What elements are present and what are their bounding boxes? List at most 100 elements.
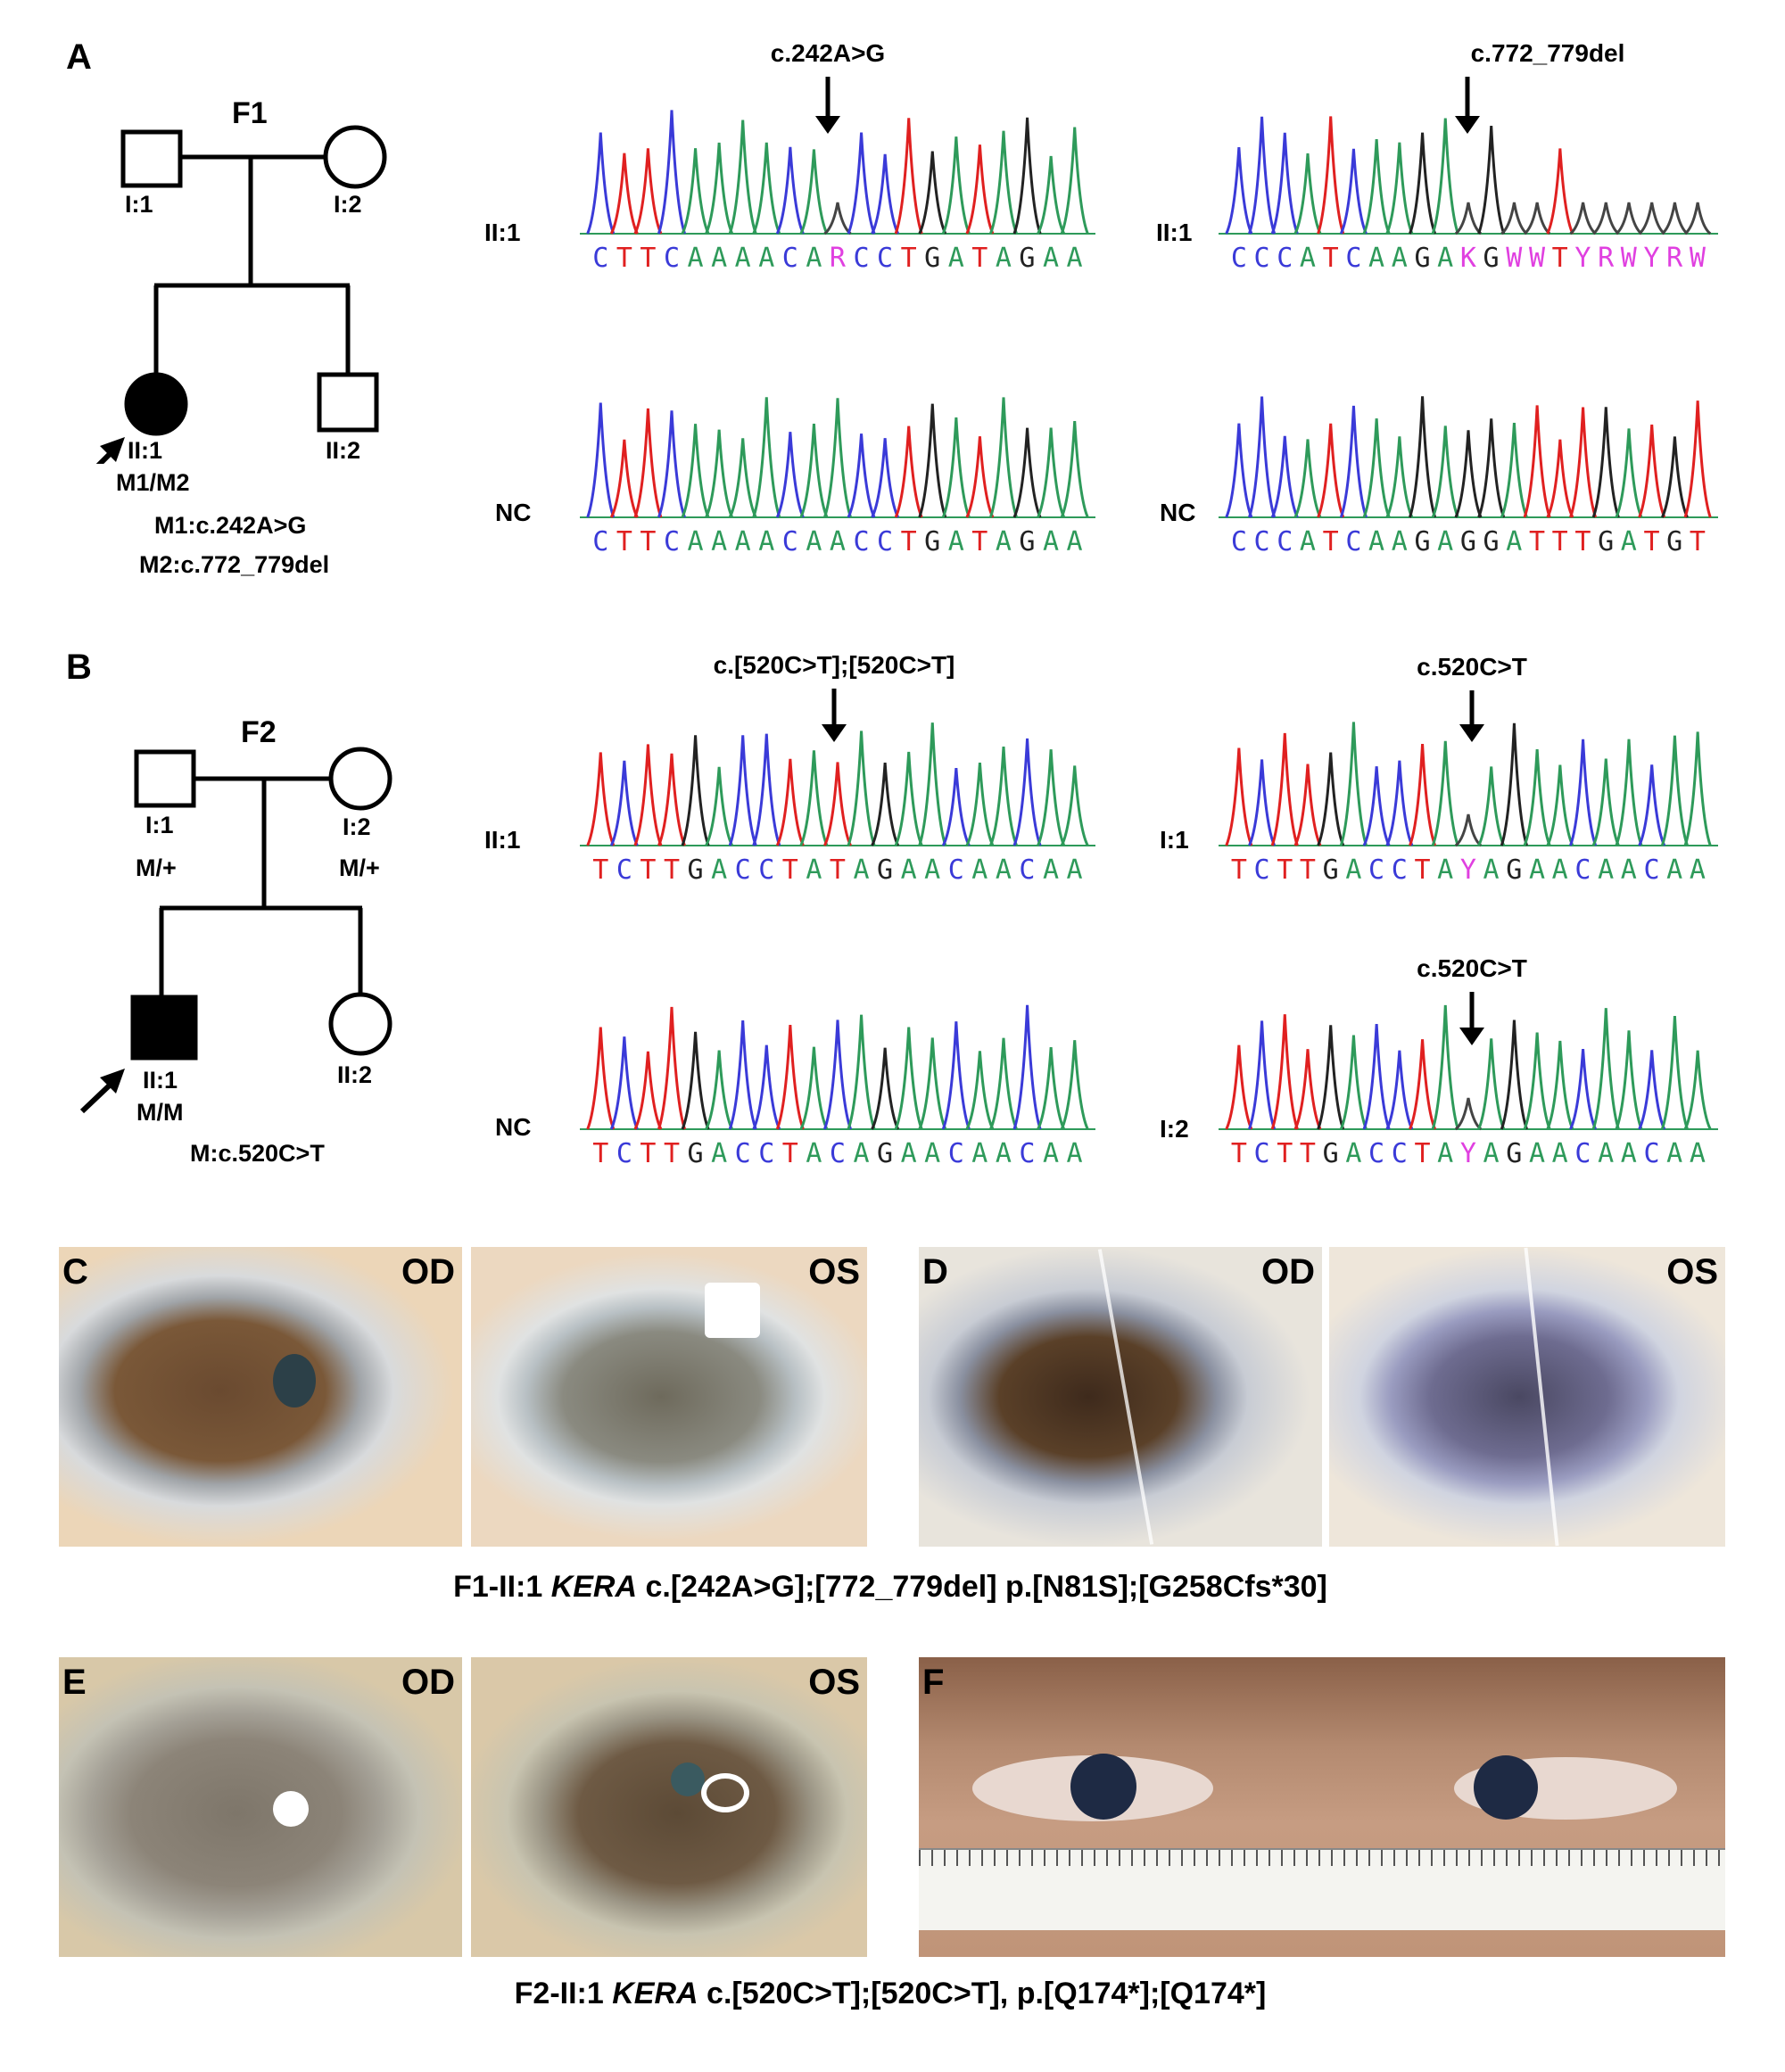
base-letter: A — [806, 854, 822, 886]
chromatogram-peak — [1454, 202, 1483, 235]
base-letter: A — [1391, 526, 1408, 557]
chromatogram-peak — [989, 746, 1018, 846]
base-letter: G — [687, 1138, 704, 1169]
member-label: II:1 — [128, 437, 163, 464]
base-letter: A — [1437, 243, 1454, 274]
base-letter: R — [829, 243, 846, 274]
chromatogram-peak — [894, 118, 923, 235]
chromatogram-peak — [941, 136, 971, 235]
base-letter: T — [781, 1138, 798, 1169]
base-letter: A — [734, 243, 751, 274]
base-letter: A — [806, 526, 822, 557]
base-letter: R — [1598, 243, 1615, 274]
chromatogram-peak — [1362, 138, 1391, 235]
chromatogram-peak — [799, 1046, 829, 1130]
eye-label-od: OD — [401, 1252, 455, 1292]
pedigree-f1 — [95, 125, 387, 464]
chromatogram-peak — [1431, 425, 1459, 518]
base-letter: A — [1345, 854, 1362, 886]
row-label: NC — [495, 499, 532, 526]
chromatogram-peak — [965, 763, 995, 846]
base-letter: A — [924, 1138, 941, 1169]
base-letter: T — [616, 526, 632, 557]
chromatogram-peak — [1500, 422, 1528, 518]
chromatogram-peak — [1569, 407, 1598, 518]
chromatogram-peak — [1225, 423, 1253, 518]
base-letter: A — [900, 854, 917, 886]
base-letter: T — [640, 1138, 657, 1169]
base-letter: T — [971, 526, 988, 557]
chromatogram-peak — [1569, 739, 1598, 846]
base-letter: T — [616, 243, 632, 274]
chromatogram-peak — [586, 1027, 616, 1130]
base-letter: T — [1528, 526, 1546, 557]
base-letter: G — [924, 526, 941, 557]
base-letter: A — [995, 1138, 1012, 1169]
chromatogram-peak — [609, 760, 639, 846]
chromatogram-peak — [681, 1031, 710, 1130]
chromatogram-peak — [1409, 1039, 1437, 1130]
base-letter: A — [1598, 854, 1615, 886]
base-letter: T — [971, 243, 988, 274]
chromatogram-peak — [1683, 202, 1712, 235]
base-letter: C — [592, 526, 609, 557]
base-letter: C — [663, 526, 680, 557]
chromatogram-peak — [1477, 126, 1506, 235]
base-letter: A — [1042, 1138, 1059, 1169]
base-letter: A — [806, 1138, 822, 1169]
chromatogram-peak — [1591, 407, 1620, 518]
mutation-label: c.242A>G — [770, 39, 886, 67]
chromatogram-peak — [1037, 155, 1066, 235]
mutation-arrowhead — [1459, 724, 1484, 742]
base-letter: G — [1414, 526, 1431, 557]
chromatogram-peak — [705, 766, 734, 846]
base-letter: Y — [1574, 243, 1591, 274]
chromatogram-peak — [1569, 1048, 1598, 1130]
chromatogram-peak — [1339, 148, 1368, 235]
genotype-label: M/+ — [136, 854, 177, 881]
member-label: I:1 — [145, 812, 174, 838]
base-letter: A — [1345, 1138, 1362, 1169]
base-letter: T — [900, 526, 917, 557]
chromatogram-peak — [1317, 1025, 1345, 1130]
chromatogram-peak — [894, 751, 923, 846]
base-letter: C — [1345, 526, 1362, 557]
base-letter: C — [1230, 526, 1247, 557]
chromatogram-peak — [657, 753, 686, 846]
base-letter: W — [1620, 243, 1637, 274]
member-label: I:2 — [343, 813, 371, 840]
chromatogram-peak — [609, 439, 639, 518]
chromatogram-peak — [705, 142, 734, 235]
pupil — [671, 1762, 705, 1796]
base-letter: G — [687, 854, 704, 886]
base-letter: A — [995, 243, 1012, 274]
chromatogram-peak — [1270, 435, 1299, 518]
chromatogram-peak — [1683, 731, 1712, 846]
chromatogram-peak — [1248, 1020, 1277, 1130]
chromatogram-peak — [1431, 740, 1459, 846]
chromatogram-peak — [823, 202, 852, 235]
chromatogram-peak — [1660, 735, 1689, 846]
base-letter: T — [829, 854, 846, 886]
base-letter: G — [1598, 526, 1615, 557]
base-letter: A — [1528, 1138, 1546, 1169]
base-letter: C — [758, 854, 775, 886]
genotype-label: M/+ — [339, 854, 380, 881]
chromatogram-peak — [1385, 1050, 1414, 1130]
row-label: I:1 — [1160, 826, 1189, 854]
chromatogram-peak — [775, 146, 805, 235]
chromatogram-peak — [894, 425, 923, 518]
base-letter: T — [1277, 1138, 1293, 1169]
chromatogram-peak — [822, 398, 853, 518]
chromatogram-peak — [1409, 744, 1437, 846]
chromatogram-peak — [1409, 132, 1437, 235]
chromatogram-peak — [1248, 759, 1277, 846]
base-letter: C — [1368, 854, 1385, 886]
mutation-arrowhead — [1459, 1028, 1484, 1045]
chromatogram-peak — [657, 410, 687, 518]
chromatogram-peak — [847, 1014, 876, 1130]
chromatogram-peak — [1615, 1030, 1643, 1130]
